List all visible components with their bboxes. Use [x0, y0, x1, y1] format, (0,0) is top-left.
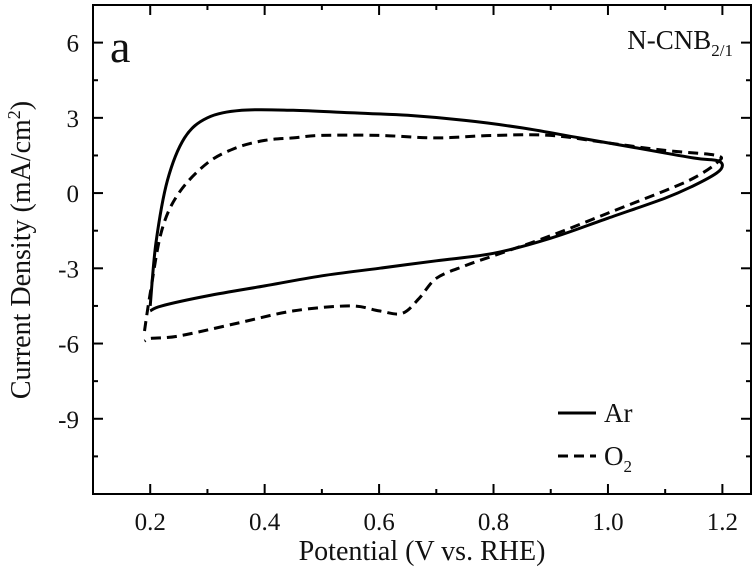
x-tick-label: 1.0 — [592, 509, 623, 536]
y-tick-label: 3 — [67, 106, 80, 133]
y-tick-label: -3 — [58, 256, 79, 283]
y-tick-label: 0 — [67, 181, 80, 208]
x-tick-label: 1.2 — [707, 509, 738, 536]
y-tick-label: 6 — [67, 31, 80, 58]
x-tick-label: 0.4 — [249, 509, 281, 536]
series-line-o2 — [143, 133, 723, 343]
series-layer — [143, 108, 724, 343]
tick-labels: 0.2 0.4 0.6 0.8 1.0 1.2 6 3 0 -3 -6 -9 — [58, 31, 738, 536]
legend-label-ar: Ar — [604, 398, 633, 428]
y-axis-title-sup: 2 — [4, 110, 24, 119]
sample-label-sub: 2/1 — [711, 41, 733, 60]
panel-label: a — [110, 21, 130, 72]
x-tick-label: 0.6 — [363, 509, 394, 536]
x-axis-title: Potential (V vs. RHE) — [299, 536, 546, 567]
y-tick-label: -6 — [58, 332, 79, 359]
sample-label: N-CNB2/1 — [627, 25, 733, 60]
y-tick-label: -9 — [58, 407, 79, 434]
x-tick-label: 0.8 — [478, 509, 509, 536]
y-axis-title: Current Density (mA/cm2) — [4, 101, 37, 399]
legend: Ar O2 — [558, 398, 633, 476]
legend-label-o2-main: O — [604, 441, 624, 471]
plot-frame — [92, 4, 752, 495]
legend-label-o2-sub: 2 — [624, 457, 633, 476]
sample-label-main: N-CNB — [627, 25, 711, 55]
legend-label-o2: O2 — [604, 441, 632, 476]
x-tick-label: 0.2 — [135, 509, 166, 536]
y-axis-title-end: ) — [6, 101, 37, 110]
axis-ticks — [93, 5, 751, 494]
y-axis-title-main: Current Density (mA/cm — [6, 119, 37, 399]
series-line-ar — [148, 108, 724, 313]
